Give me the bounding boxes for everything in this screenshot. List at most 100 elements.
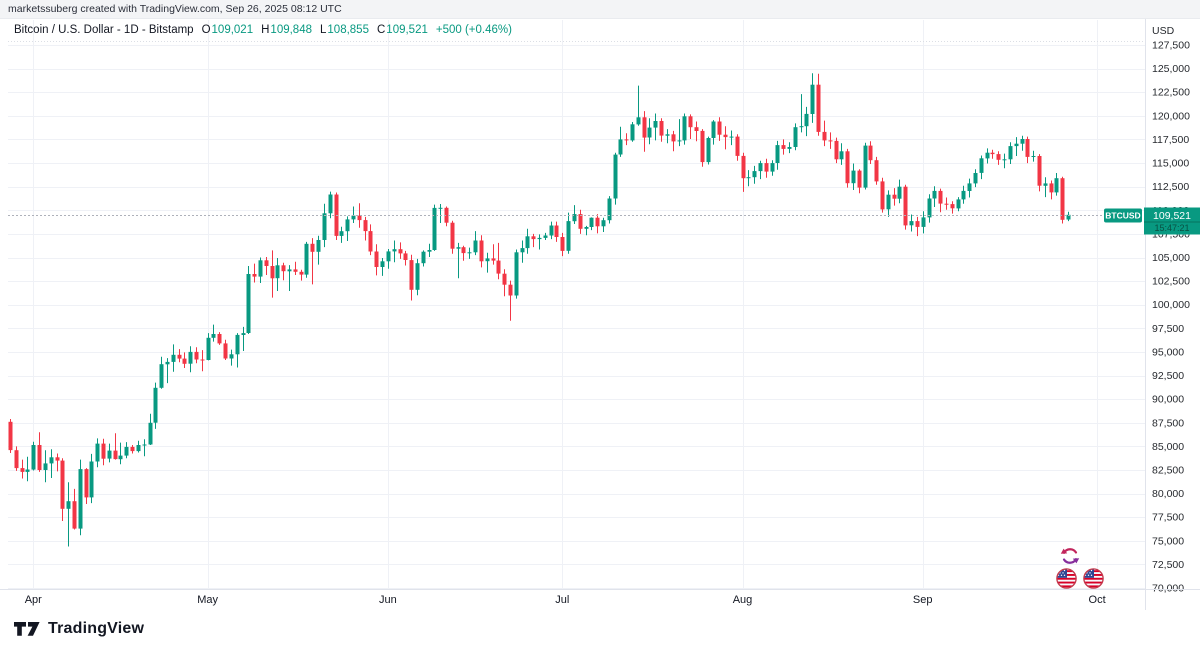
month-label: Aug (733, 594, 753, 606)
legend-close: C 109,521 (377, 24, 428, 36)
candle-body (1008, 146, 1013, 160)
candle-body (1014, 143, 1019, 147)
candle-body (241, 333, 246, 335)
candle-body (741, 155, 746, 179)
attribution-text: marketssuberg created with TradingView.c… (8, 3, 342, 15)
candle-body (398, 249, 403, 254)
candle-body (386, 251, 391, 262)
candle-body (194, 351, 199, 360)
candle-body (456, 247, 461, 249)
candle-body (781, 145, 786, 149)
tradingview-attribution[interactable]: TradingView (14, 620, 144, 638)
symbol-price-tag-label: BTCUSD (1105, 211, 1140, 221)
price-tick-label: 102,500 (1152, 276, 1190, 288)
price-tick-label: 77,500 (1152, 512, 1184, 524)
candle-body (961, 190, 966, 200)
candle-body (950, 204, 955, 209)
candle-body (647, 127, 652, 138)
candle-body (270, 266, 275, 279)
brand-text: TradingView (48, 620, 145, 637)
legend-high: H 109,848 (261, 24, 312, 36)
candle-body (508, 284, 513, 296)
candle-body (374, 251, 379, 267)
price-tick-label: 85,000 (1152, 441, 1184, 453)
price-tick-label: 122,500 (1152, 87, 1190, 99)
candle-body (1054, 178, 1059, 193)
price-tick-label: 97,500 (1152, 323, 1184, 335)
candle-body (438, 207, 443, 209)
candle-body (665, 134, 670, 136)
cycle-arrows-icon (1059, 545, 1081, 567)
candle-body (828, 140, 833, 142)
candle-body (101, 443, 106, 459)
candle-body (956, 199, 961, 209)
candle-body (659, 121, 664, 136)
candle-body (25, 469, 30, 472)
candle-body (514, 252, 519, 296)
candle-body (444, 207, 449, 223)
legend-open-key: O (201, 24, 211, 36)
price-tick-label: 105,000 (1152, 252, 1190, 264)
candle-body (229, 354, 234, 359)
candle-body (200, 359, 205, 361)
candle-body (8, 421, 13, 451)
legend-symbol-text[interactable]: Bitcoin / U.S. Dollar - 1D - Bitstamp (14, 24, 194, 36)
candle-body (793, 127, 798, 147)
candle-body (1066, 214, 1071, 220)
price-tick-label: 115,000 (1152, 158, 1189, 170)
month-label: Jul (555, 594, 569, 606)
price-tick-label: 75,000 (1152, 535, 1184, 547)
candle-body (165, 361, 170, 365)
candle-body (723, 134, 728, 138)
candle-body (415, 263, 420, 290)
month-label: Jun (379, 594, 397, 606)
candle-body (345, 219, 350, 232)
legend-open: O 109,021 (202, 24, 254, 36)
us-flag-icon (1056, 568, 1078, 590)
price-axis[interactable]: USD 127,500 125,000 122,500 120,000 117,500 11… (1145, 19, 1191, 610)
candle-body (473, 240, 478, 253)
candle-body (810, 84, 815, 114)
candle-body (409, 260, 414, 290)
candle-body (171, 354, 176, 362)
candle-body (578, 214, 583, 229)
candle-body (357, 215, 362, 221)
candle-body (153, 387, 158, 423)
candle-body (206, 337, 211, 360)
candle-body (1049, 183, 1054, 193)
candle-body (653, 121, 658, 128)
legend-open-value: 109,021 (211, 24, 254, 36)
candle-body (845, 151, 850, 184)
candle-body (770, 163, 775, 172)
price-tick-label: 117,500 (1152, 134, 1189, 146)
candle-body (496, 260, 501, 274)
candle-body (624, 139, 629, 141)
candle-body (142, 444, 147, 446)
candle-body (897, 186, 902, 199)
price-tick-label: 70,000 (1152, 583, 1184, 595)
candle-body (868, 145, 873, 161)
candle-body (990, 152, 995, 155)
candle-body (944, 203, 949, 205)
candle-body (688, 116, 693, 128)
candle-body (764, 163, 769, 172)
candle-body (694, 127, 699, 131)
candle-body (78, 469, 83, 529)
candle-body (235, 334, 240, 355)
candle-body (549, 225, 554, 236)
candle-body (66, 501, 71, 509)
candle-body (822, 131, 827, 141)
time-axis[interactable]: Apr May Jun Jul Aug Sep Oct (0, 589, 1200, 607)
candle-body (275, 265, 280, 279)
candle-body (479, 240, 484, 262)
candle-body (618, 139, 623, 155)
candle-body (979, 158, 984, 173)
candle-body (1031, 156, 1036, 157)
candle-body (921, 217, 926, 227)
price-tick-label: 80,000 (1152, 488, 1184, 500)
candle-body (485, 258, 490, 262)
price-tick-label: 90,000 (1152, 394, 1184, 406)
